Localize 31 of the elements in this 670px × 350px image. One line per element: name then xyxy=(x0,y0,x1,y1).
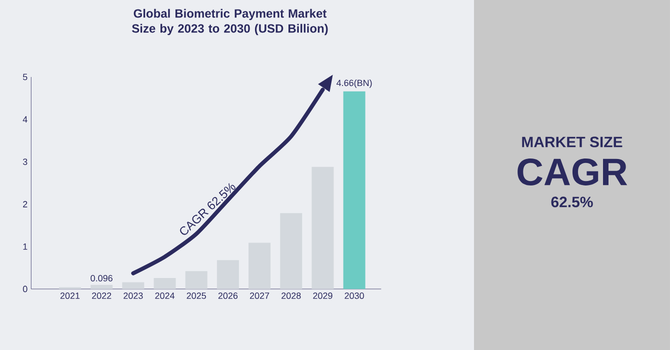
y-tick-label: 0 xyxy=(22,286,28,292)
y-tick-label: 4 xyxy=(22,116,28,122)
x-tick-label: 2023 xyxy=(124,292,143,299)
bar xyxy=(312,166,334,289)
x-tick-label: 2022 xyxy=(92,292,112,299)
y-tick-label: 3 xyxy=(22,158,28,165)
x-tick-label: 2028 xyxy=(282,292,301,299)
bar xyxy=(280,213,302,289)
x-tick-label: 2024 xyxy=(155,292,175,299)
text: MARKET SIZE xyxy=(522,136,622,148)
chart-title: Global Biometric Payment Market Size by 2023 to 2030 (USD Billion) xyxy=(132,8,328,36)
bar xyxy=(248,242,271,289)
x-tick-label: 2021 xyxy=(60,292,80,299)
data-label: 4.66(BN) xyxy=(336,79,372,88)
x-tick-label: 2030 xyxy=(344,292,364,299)
bar xyxy=(90,284,113,289)
x-tick-label: 2029 xyxy=(313,292,332,299)
data-label: 0.096 xyxy=(90,275,112,282)
bar xyxy=(122,282,144,289)
x-tick-label: 2027 xyxy=(250,292,270,299)
y-tick-label: 1 xyxy=(23,243,28,250)
x-tick-label: 2026 xyxy=(218,292,238,299)
y-tick-label: 2 xyxy=(23,201,28,208)
y-tick-label: 5 xyxy=(22,74,28,80)
text: 62.5% xyxy=(551,196,593,208)
x-tick-label: 2025 xyxy=(186,292,206,299)
bar xyxy=(343,91,366,289)
bar xyxy=(216,260,239,289)
bar xyxy=(185,271,208,289)
text: CAGR xyxy=(518,158,628,186)
bar xyxy=(154,278,176,289)
